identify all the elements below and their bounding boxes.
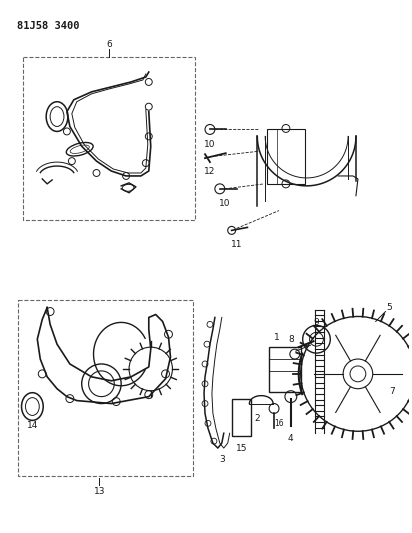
Bar bbox=[269, 347, 301, 392]
Text: 1: 1 bbox=[274, 333, 280, 342]
Text: 13: 13 bbox=[94, 487, 105, 496]
Text: 9: 9 bbox=[314, 318, 319, 327]
Bar bbox=[232, 399, 251, 436]
Bar bbox=[23, 57, 195, 221]
Text: 7: 7 bbox=[390, 387, 396, 396]
Text: 10: 10 bbox=[204, 140, 216, 149]
Text: 16: 16 bbox=[274, 419, 284, 428]
Bar bbox=[267, 130, 304, 184]
Text: 15: 15 bbox=[236, 443, 247, 453]
Text: 81J58 3400: 81J58 3400 bbox=[16, 21, 79, 30]
Bar bbox=[18, 300, 193, 476]
Text: 2: 2 bbox=[255, 414, 260, 423]
Text: 10: 10 bbox=[219, 199, 230, 208]
Text: 3: 3 bbox=[219, 456, 225, 464]
Text: 6: 6 bbox=[106, 40, 112, 49]
Text: 5: 5 bbox=[386, 303, 392, 312]
Text: 11: 11 bbox=[231, 240, 242, 249]
Text: 4: 4 bbox=[288, 434, 294, 443]
Text: 12: 12 bbox=[204, 166, 215, 175]
Text: 8: 8 bbox=[288, 335, 294, 344]
Text: 14: 14 bbox=[27, 421, 38, 430]
